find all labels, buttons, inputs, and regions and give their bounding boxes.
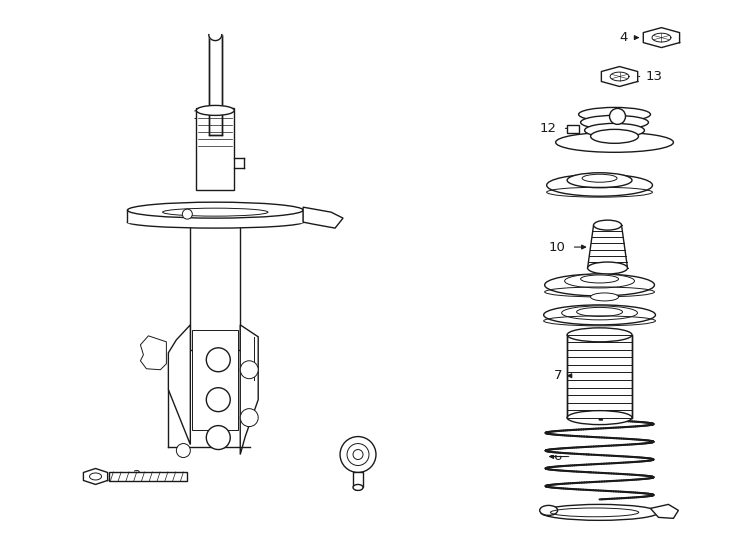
Ellipse shape (544, 305, 655, 325)
Ellipse shape (128, 202, 303, 218)
Ellipse shape (588, 262, 628, 274)
Ellipse shape (556, 132, 673, 152)
Text: 13: 13 (646, 70, 663, 83)
Ellipse shape (567, 328, 632, 342)
Ellipse shape (578, 107, 650, 122)
Circle shape (206, 426, 230, 449)
Bar (208, 35, 222, 136)
Ellipse shape (539, 505, 558, 515)
Text: 11: 11 (549, 179, 566, 192)
Text: 8: 8 (553, 308, 561, 321)
Circle shape (347, 443, 369, 465)
Ellipse shape (584, 123, 644, 137)
Ellipse shape (545, 274, 655, 296)
Ellipse shape (567, 410, 632, 424)
Text: 2: 2 (133, 469, 142, 482)
Circle shape (240, 361, 258, 379)
Bar (353, 472, 363, 488)
Ellipse shape (128, 216, 303, 228)
Circle shape (353, 449, 363, 460)
Ellipse shape (541, 504, 658, 521)
Bar (567, 125, 578, 133)
Text: 4: 4 (619, 31, 628, 44)
Text: 9: 9 (553, 279, 561, 292)
Polygon shape (643, 28, 680, 48)
Text: 10: 10 (548, 240, 565, 254)
Polygon shape (601, 66, 638, 86)
Polygon shape (240, 325, 258, 455)
Bar (567, 335, 632, 417)
Circle shape (206, 388, 230, 411)
Polygon shape (303, 207, 343, 228)
Ellipse shape (581, 116, 648, 130)
Polygon shape (84, 469, 108, 484)
Ellipse shape (591, 293, 619, 301)
Ellipse shape (591, 130, 639, 143)
Circle shape (340, 436, 376, 472)
Ellipse shape (582, 174, 617, 182)
Circle shape (182, 209, 192, 219)
Bar (196, 109, 234, 190)
Circle shape (206, 348, 230, 372)
Polygon shape (168, 325, 190, 444)
Text: 12: 12 (539, 122, 556, 135)
Text: 1: 1 (192, 109, 200, 122)
Circle shape (609, 109, 625, 124)
Text: 3: 3 (354, 481, 363, 494)
Text: 6: 6 (553, 450, 562, 463)
Bar (192, 330, 239, 430)
Bar (109, 472, 187, 481)
Text: 7: 7 (553, 369, 562, 382)
Ellipse shape (547, 174, 653, 196)
Text: 5: 5 (543, 506, 552, 519)
Ellipse shape (562, 306, 638, 320)
Ellipse shape (196, 105, 234, 116)
Circle shape (176, 443, 190, 457)
Ellipse shape (594, 220, 622, 230)
Polygon shape (208, 35, 222, 40)
Bar (190, 225, 240, 350)
Ellipse shape (567, 173, 632, 188)
Polygon shape (650, 504, 678, 518)
Circle shape (240, 409, 258, 427)
Polygon shape (140, 336, 167, 370)
Ellipse shape (564, 274, 634, 288)
Ellipse shape (353, 484, 363, 490)
